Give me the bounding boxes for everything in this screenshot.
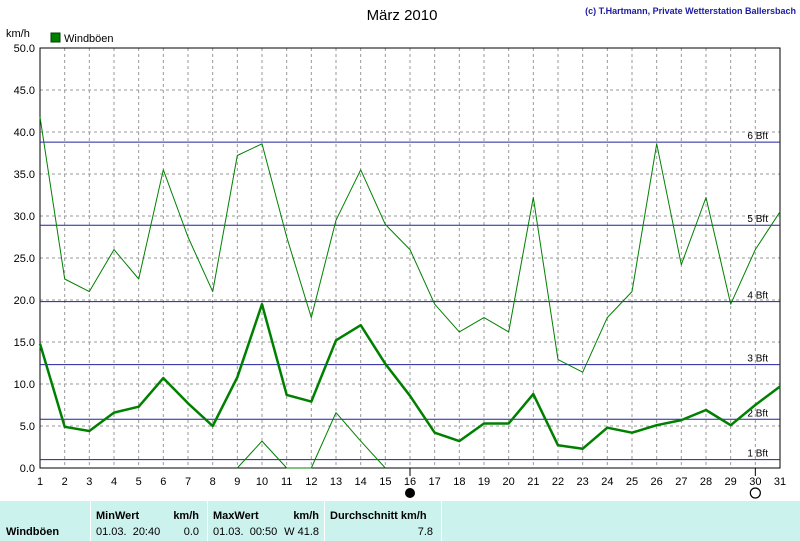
x-tick-label: 26 bbox=[651, 476, 663, 488]
x-tick-label: 31 bbox=[774, 476, 786, 488]
y-tick-label: 35.0 bbox=[14, 169, 35, 181]
x-tick-label: 23 bbox=[577, 476, 589, 488]
stats-series-cell: Windböen bbox=[0, 501, 90, 541]
series-line-max bbox=[39, 116, 781, 373]
day-markers bbox=[405, 468, 761, 499]
y-tick-label: 0.0 bbox=[20, 463, 35, 475]
new-moon-marker bbox=[405, 488, 415, 498]
x-tick-label: 4 bbox=[111, 476, 117, 488]
beaufort-label: 5 Bft bbox=[747, 214, 768, 225]
y-tick-label: 20.0 bbox=[14, 295, 35, 307]
x-tick-label: 30 bbox=[749, 476, 761, 488]
x-tick-label: 27 bbox=[675, 476, 687, 488]
x-tick-label: 22 bbox=[552, 476, 564, 488]
min-value: 0.0 bbox=[183, 526, 199, 538]
x-tick-label: 25 bbox=[626, 476, 638, 488]
x-tick-label: 28 bbox=[700, 476, 712, 488]
stats-series-label: Windböen bbox=[6, 526, 60, 538]
max-unit: km/h bbox=[293, 510, 319, 522]
x-tick-label: 3 bbox=[86, 476, 92, 488]
y-tick-label: 30.0 bbox=[14, 211, 35, 223]
min-datetime: 01.03. 20:40 bbox=[96, 526, 161, 538]
min-unit: km/h bbox=[173, 510, 199, 522]
y-axis-label: km/h bbox=[6, 28, 30, 40]
x-tick-label: 17 bbox=[429, 476, 441, 488]
series-line-min bbox=[236, 412, 386, 469]
data-series bbox=[38, 116, 781, 469]
stats-panel: Windböen MinWert km/h 01.03. 20:40 0.0 M… bbox=[0, 501, 800, 541]
max-header: MaxWert bbox=[213, 510, 259, 522]
y-tick-label: 45.0 bbox=[14, 85, 35, 97]
stats-empty-cell bbox=[441, 501, 800, 541]
stats-min-cell: MinWert km/h 01.03. 20:40 0.0 bbox=[90, 501, 207, 541]
y-tick-label: 40.0 bbox=[14, 127, 35, 139]
copyright-text: (c) T.Hartmann, Private Wetterstation Ba… bbox=[585, 6, 796, 16]
avg-header: Durchschnitt km/h bbox=[330, 510, 427, 522]
series-line-avg bbox=[38, 302, 781, 450]
x-tick-label: 15 bbox=[379, 476, 391, 488]
x-tick-label: 16 bbox=[404, 476, 416, 488]
beaufort-lines: 1 Bft 2 Bft 3 Bft 4 Bft 5 Bft 6 Bft bbox=[40, 131, 780, 461]
x-tick-label: 11 bbox=[281, 476, 292, 488]
beaufort-label: 1 Bft bbox=[747, 449, 768, 460]
y-tick-label: 15.0 bbox=[14, 337, 35, 349]
beaufort-label: 3 Bft bbox=[747, 354, 768, 365]
legend-label: Windböen bbox=[64, 33, 114, 45]
x-tick-label: 13 bbox=[330, 476, 342, 488]
x-tick-label: 24 bbox=[601, 476, 613, 488]
x-tick-label: 12 bbox=[305, 476, 317, 488]
x-tick-label: 21 bbox=[527, 476, 539, 488]
x-tick-label: 5 bbox=[136, 476, 142, 488]
x-tick-label: 8 bbox=[210, 476, 216, 488]
x-tick-label: 14 bbox=[355, 476, 367, 488]
beaufort-label: 4 Bft bbox=[747, 291, 768, 302]
max-datetime: 01.03. 00:50 bbox=[213, 526, 278, 538]
x-tick-label: 6 bbox=[160, 476, 166, 488]
y-tick-label: 25.0 bbox=[14, 253, 35, 265]
legend-swatch bbox=[50, 32, 61, 43]
y-tick-labels: 0.0 5.0 10.0 15.0 20.0 25.0 30.0 35.0 40.0 45.0 50… bbox=[14, 43, 35, 475]
avg-value: 7.8 bbox=[417, 526, 433, 538]
x-tick-label: 1 bbox=[37, 476, 43, 488]
x-tick-label: 2 bbox=[62, 476, 68, 488]
x-tick-labels: 1 2 3 4 5 6 7 8 9 10 11 12 13 14 15 16 17 18 19 20 21 22 23 24 2… bbox=[37, 476, 786, 488]
x-tick-label: 29 bbox=[725, 476, 737, 488]
full-moon-marker bbox=[749, 487, 761, 499]
wind-chart: März 2010 (c) T.Hartmann, Private Wetter… bbox=[6, 6, 796, 499]
x-tick-label: 20 bbox=[503, 476, 515, 488]
stats-avg-cell: Durchschnitt km/h 7.8 bbox=[324, 501, 441, 541]
y-tick-label: 10.0 bbox=[14, 379, 35, 391]
chart-title: März 2010 bbox=[367, 7, 438, 24]
beaufort-label: 6 Bft bbox=[747, 131, 768, 142]
x-tick-label: 10 bbox=[256, 476, 268, 488]
stats-max-cell: MaxWert km/h 01.03. 00:50 W 41.8 bbox=[207, 501, 324, 541]
x-tick-label: 18 bbox=[453, 476, 465, 488]
x-tick-label: 19 bbox=[478, 476, 490, 488]
grid-lines bbox=[39, 47, 781, 469]
min-header: MinWert bbox=[96, 510, 140, 522]
max-value: W 41.8 bbox=[284, 526, 319, 538]
beaufort-label: 2 Bft bbox=[747, 408, 768, 419]
y-tick-label: 5.0 bbox=[20, 421, 35, 433]
y-tick-label: 50.0 bbox=[14, 43, 35, 55]
x-tick-label: 7 bbox=[185, 476, 191, 488]
x-tick-label: 9 bbox=[234, 476, 240, 488]
